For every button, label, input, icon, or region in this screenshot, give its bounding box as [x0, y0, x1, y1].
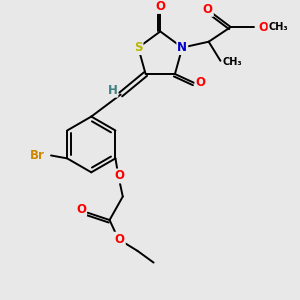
- Text: O: O: [258, 20, 268, 34]
- Text: O: O: [203, 3, 213, 16]
- Text: S: S: [134, 41, 142, 54]
- Text: O: O: [115, 169, 125, 182]
- Text: CH₃: CH₃: [268, 22, 288, 32]
- Text: O: O: [76, 203, 86, 216]
- Text: O: O: [196, 76, 206, 89]
- Text: CH₃: CH₃: [223, 57, 243, 67]
- Text: Br: Br: [29, 149, 44, 162]
- Text: N: N: [177, 41, 187, 54]
- Text: O: O: [155, 0, 165, 13]
- Text: H: H: [107, 84, 117, 97]
- Text: O: O: [115, 232, 125, 246]
